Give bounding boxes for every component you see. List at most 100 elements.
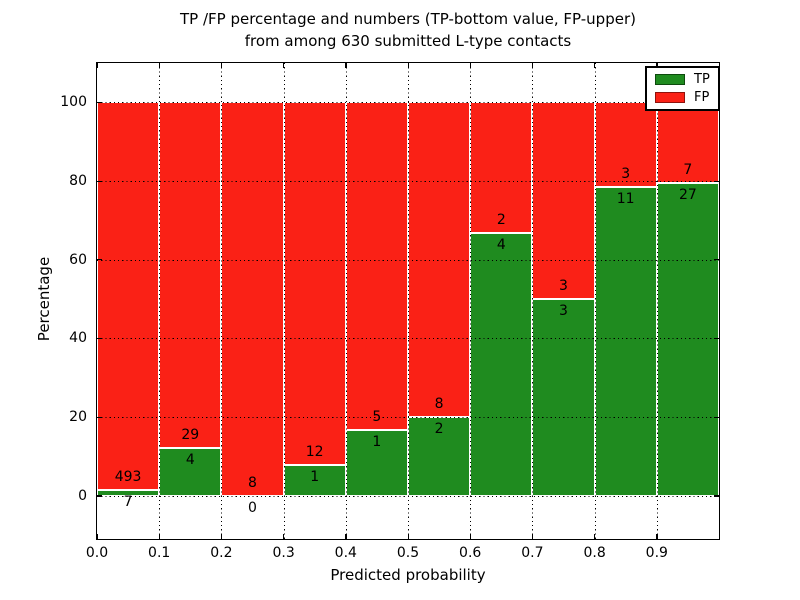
gridline-vertical <box>159 63 161 539</box>
tp-count-label: 27 <box>678 187 697 204</box>
x-tick-label: 0.9 <box>645 545 668 561</box>
x-tick-mark <box>158 63 160 68</box>
gridline-horizontal <box>97 181 719 183</box>
x-tick-mark <box>531 63 534 68</box>
tp-count-label: 4 <box>185 452 195 469</box>
x-tick-label: 0.3 <box>272 545 295 561</box>
x-tick-mark <box>656 534 658 539</box>
bar-fp-segment <box>283 102 346 466</box>
x-tick-label: 0.0 <box>85 545 109 561</box>
gridline-vertical <box>345 63 347 539</box>
bar-fp-segment <box>470 102 533 234</box>
legend-swatch-fp-icon <box>655 92 685 103</box>
x-tick-mark <box>283 63 285 68</box>
bar-tp-segment <box>345 430 408 496</box>
fp-count-label: 7 <box>683 162 693 179</box>
gridline-horizontal <box>97 495 719 497</box>
y-tick-label: 100 <box>60 94 87 111</box>
legend-label-tp: TP <box>694 72 710 87</box>
y-tick-label: 80 <box>69 173 87 190</box>
y-tick-mark <box>714 416 719 418</box>
bar-fp-segment <box>345 102 408 431</box>
chart-title: TP /FP percentage and numbers (TP-bottom… <box>96 8 720 52</box>
x-tick-mark <box>407 534 409 539</box>
x-tick-mark <box>220 534 223 539</box>
bar-fp-segment <box>221 102 284 496</box>
tp-count-label: 0 <box>248 499 257 516</box>
bar-tp-segment <box>532 299 595 496</box>
y-tick-mark <box>714 259 719 261</box>
gridline-horizontal <box>97 338 719 340</box>
y-tick-mark <box>97 101 102 104</box>
x-tick-mark <box>283 534 285 539</box>
gridline-vertical <box>656 63 658 539</box>
legend-label-fp: FP <box>694 90 710 105</box>
y-tick-label: 20 <box>69 409 87 426</box>
fp-count-label: 5 <box>372 409 382 426</box>
y-tick-mark <box>97 259 102 261</box>
y-tick-label: 0 <box>78 487 87 504</box>
x-tick-label: 0.7 <box>521 545 544 561</box>
x-tick-mark <box>96 63 98 68</box>
gridline-horizontal <box>97 417 719 419</box>
bar-tp-segment <box>408 417 471 496</box>
x-tick-mark <box>407 63 409 68</box>
y-tick-mark <box>97 180 102 182</box>
legend: TP FP <box>645 66 720 111</box>
x-tick-mark <box>345 63 347 68</box>
y-tick-mark <box>97 495 102 497</box>
bar-fp-segment <box>532 102 595 300</box>
y-tick-mark <box>97 337 102 340</box>
bar-fp-segment <box>656 102 719 184</box>
fp-count-label: 12 <box>305 444 324 461</box>
tp-count-label: 2 <box>434 421 444 438</box>
x-tick-mark <box>531 534 534 539</box>
fp-count-label: 8 <box>434 396 444 413</box>
x-tick-label: 0.5 <box>396 545 420 561</box>
fp-count-label: 8 <box>248 474 257 491</box>
x-tick-label: 0.1 <box>148 545 171 561</box>
tp-count-label: 1 <box>310 469 320 486</box>
gridline-horizontal <box>97 259 719 261</box>
bar-fp-segment <box>594 102 657 187</box>
x-tick-mark <box>158 534 160 539</box>
bar-tp-segment <box>470 233 533 496</box>
gridline-vertical <box>594 63 596 539</box>
fp-count-label: 3 <box>559 278 568 295</box>
x-tick-mark <box>656 63 658 68</box>
legend-item-fp: FP <box>655 91 710 104</box>
gridline-vertical <box>470 63 472 539</box>
legend-swatch-tp-icon <box>655 74 685 85</box>
y-tick-mark <box>714 495 719 497</box>
bar-tp-segment <box>159 448 222 496</box>
gridline-vertical <box>532 63 534 539</box>
tp-count-label: 3 <box>559 303 568 320</box>
tp-count-label: 7 <box>123 494 133 511</box>
x-tick-label: 0.6 <box>459 545 482 561</box>
x-tick-label: 0.2 <box>210 545 233 561</box>
x-tick-label: 0.4 <box>334 545 357 561</box>
x-tick-mark <box>345 534 347 539</box>
fp-count-label: 3 <box>621 165 631 182</box>
x-tick-mark <box>594 63 596 68</box>
fp-count-label: 29 <box>181 427 200 444</box>
gridline-vertical <box>283 63 285 539</box>
chart-title-line1: TP /FP percentage and numbers (TP-bottom… <box>180 10 636 28</box>
tp-count-label: 4 <box>496 237 506 254</box>
y-tick-mark <box>97 416 102 418</box>
bar-tp-segment <box>594 186 657 496</box>
y-tick-label: 60 <box>69 251 87 268</box>
gridline-vertical <box>221 63 223 539</box>
fp-count-label: 2 <box>496 212 506 229</box>
y-tick-label: 40 <box>69 330 87 347</box>
x-tick-mark <box>96 534 98 539</box>
y-tick-mark <box>714 337 719 340</box>
gridline-horizontal <box>97 102 719 104</box>
tp-count-label: 1 <box>372 434 382 451</box>
plot-area: 0.0 0.1 0.2 0.3 0.4 0.5 0.6 0.7 0.8 0.9 0 20 40 60 80 1… <box>60 62 720 561</box>
legend-item-tp: TP <box>655 73 710 86</box>
x-axis-label: Predicted probability <box>330 566 486 584</box>
x-tick-label: 0.8 <box>583 545 606 561</box>
bar-tp-segment <box>97 490 160 496</box>
